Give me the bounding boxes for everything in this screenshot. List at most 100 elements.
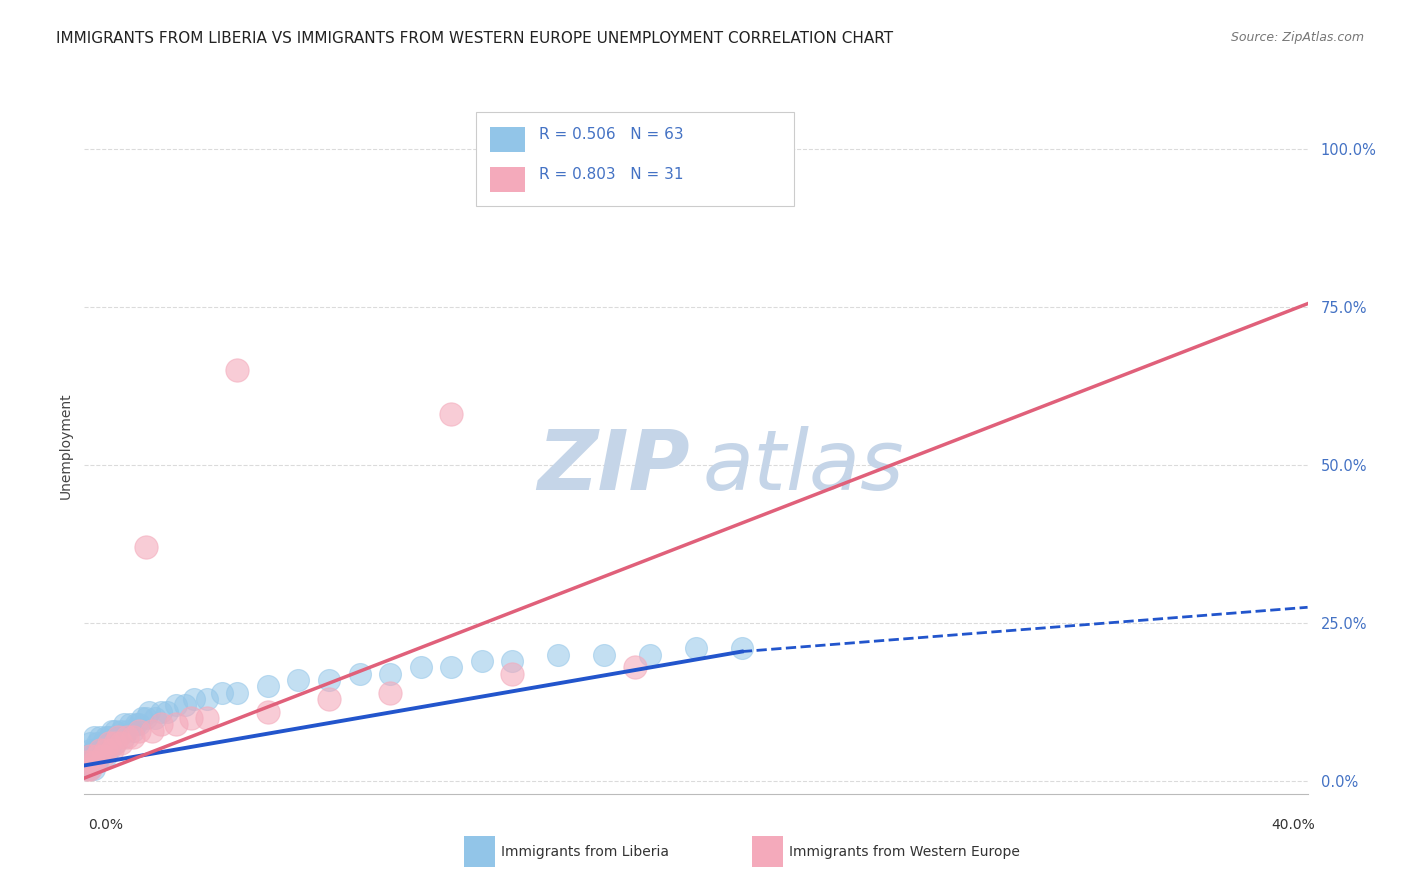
Point xyxy=(125,717,148,731)
Point xyxy=(79,742,101,756)
Point xyxy=(716,142,738,156)
Point xyxy=(128,717,150,731)
Point xyxy=(89,730,111,744)
Point xyxy=(79,736,101,750)
Point xyxy=(502,666,524,681)
Text: Immigrants from Western Europe: Immigrants from Western Europe xyxy=(789,845,1019,859)
Point xyxy=(380,666,402,681)
Point xyxy=(79,748,101,763)
Point xyxy=(76,748,98,763)
Bar xyxy=(491,128,524,153)
Text: 40.0%: 40.0% xyxy=(1271,818,1315,832)
Point xyxy=(624,660,647,674)
Point xyxy=(79,762,101,776)
Point xyxy=(97,742,120,756)
Point xyxy=(131,711,153,725)
Point xyxy=(226,686,249,700)
Point xyxy=(226,363,249,377)
Point xyxy=(165,698,187,713)
Point xyxy=(86,756,108,770)
Point xyxy=(380,686,402,700)
Point xyxy=(257,679,280,693)
Point xyxy=(104,723,127,738)
Point xyxy=(76,756,98,770)
Text: Immigrants from Liberia: Immigrants from Liberia xyxy=(501,845,668,859)
Point xyxy=(174,698,197,713)
Point xyxy=(318,692,340,706)
Point xyxy=(122,723,145,738)
Bar xyxy=(491,167,524,192)
Point xyxy=(195,692,218,706)
Point xyxy=(110,723,132,738)
Point xyxy=(97,736,120,750)
Point xyxy=(104,736,127,750)
Point xyxy=(440,408,463,422)
Point xyxy=(91,748,114,763)
Point xyxy=(115,723,138,738)
Point xyxy=(104,736,127,750)
Y-axis label: Unemployment: Unemployment xyxy=(59,392,73,500)
Point xyxy=(94,736,117,750)
Text: Source: ZipAtlas.com: Source: ZipAtlas.com xyxy=(1230,31,1364,45)
Point xyxy=(83,748,105,763)
Point xyxy=(101,742,124,756)
Point xyxy=(685,641,707,656)
Point xyxy=(471,654,494,668)
Point xyxy=(94,730,117,744)
Point xyxy=(94,742,117,756)
Point xyxy=(115,730,138,744)
Point xyxy=(593,648,616,662)
Point xyxy=(165,717,187,731)
Point xyxy=(141,723,163,738)
Point xyxy=(83,756,105,770)
Point xyxy=(440,660,463,674)
Point xyxy=(195,711,218,725)
Point xyxy=(122,730,145,744)
Point xyxy=(91,736,114,750)
Point xyxy=(638,648,661,662)
Point xyxy=(547,648,569,662)
Point xyxy=(79,762,101,776)
Point xyxy=(180,711,202,725)
Point xyxy=(89,742,111,756)
Point xyxy=(83,730,105,744)
Point xyxy=(120,717,142,731)
Point xyxy=(156,705,179,719)
Point xyxy=(76,756,98,770)
Text: R = 0.803   N = 31: R = 0.803 N = 31 xyxy=(540,167,683,182)
Point xyxy=(97,730,120,744)
Text: atlas: atlas xyxy=(702,426,904,508)
Point xyxy=(79,756,101,770)
Point xyxy=(143,711,166,725)
Point xyxy=(135,711,157,725)
Point xyxy=(107,730,129,744)
Point xyxy=(128,723,150,738)
Point xyxy=(211,686,233,700)
Text: R = 0.506   N = 63: R = 0.506 N = 63 xyxy=(540,128,685,143)
Point xyxy=(83,762,105,776)
Point xyxy=(731,641,754,656)
Point xyxy=(502,654,524,668)
Point xyxy=(101,723,124,738)
Point xyxy=(86,736,108,750)
Point xyxy=(107,730,129,744)
Point xyxy=(89,742,111,756)
Point xyxy=(349,666,371,681)
Point xyxy=(112,730,135,744)
Point xyxy=(101,736,124,750)
Text: IMMIGRANTS FROM LIBERIA VS IMMIGRANTS FROM WESTERN EUROPE UNEMPLOYMENT CORRELATI: IMMIGRANTS FROM LIBERIA VS IMMIGRANTS FR… xyxy=(56,31,893,46)
Point xyxy=(135,540,157,554)
Point xyxy=(89,748,111,763)
Point xyxy=(83,742,105,756)
Point xyxy=(287,673,309,687)
Point xyxy=(91,742,114,756)
FancyBboxPatch shape xyxy=(475,112,794,206)
Point xyxy=(149,717,172,731)
Text: 0.0%: 0.0% xyxy=(89,818,124,832)
Point xyxy=(183,692,205,706)
Point xyxy=(138,705,160,719)
Point xyxy=(86,742,108,756)
Point xyxy=(86,748,108,763)
Point xyxy=(257,705,280,719)
Point xyxy=(149,705,172,719)
